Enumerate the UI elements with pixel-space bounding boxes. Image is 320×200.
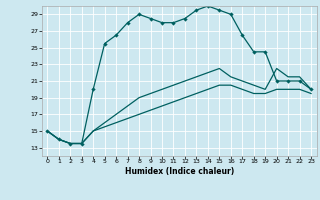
X-axis label: Humidex (Indice chaleur): Humidex (Indice chaleur) xyxy=(124,167,234,176)
